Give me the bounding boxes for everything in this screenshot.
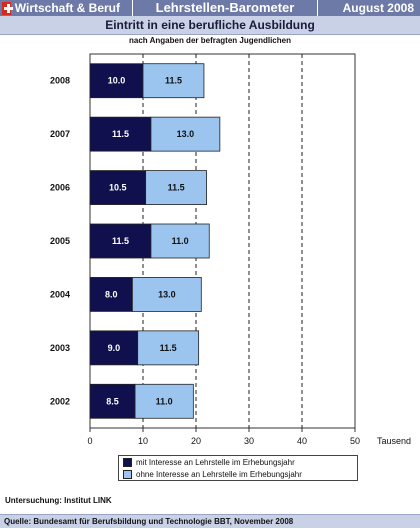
data-label: 11.5 <box>168 183 185 193</box>
legend: mit Interesse an Lehrstelle im Erhebungs… <box>118 455 358 481</box>
bar-segment <box>131 277 202 312</box>
header-bar: Wirtschaft & Beruf Lehrstellen-Barometer… <box>0 0 420 16</box>
legend-item-with-interest: mit Interesse an Lehrstelle im Erhebungs… <box>119 456 357 468</box>
x-tick-label: 30 <box>244 436 254 446</box>
data-label: 11.0 <box>172 236 189 246</box>
x-axis-unit: Tausend <box>377 436 411 446</box>
x-tick-label: 0 <box>87 436 92 446</box>
legend-swatch-with-interest <box>123 457 132 467</box>
x-tick-label: 50 <box>350 436 360 446</box>
data-label: 11.5 <box>112 236 129 246</box>
source-footer: Quelle: Bundesamt für Berufsbildung und … <box>0 514 420 528</box>
bar-segment <box>89 63 144 99</box>
bar-segment <box>89 330 139 366</box>
data-label: 8.0 <box>105 289 118 299</box>
legend-swatch-without-interest <box>123 469 132 479</box>
category-label: 2007 <box>50 129 70 139</box>
bar-segment <box>150 116 221 152</box>
data-label: 11.0 <box>156 396 173 406</box>
category-label: 2008 <box>50 76 70 86</box>
bar-segment <box>134 383 194 419</box>
data-label: 11.5 <box>160 343 177 353</box>
bar-segment <box>89 277 133 312</box>
category-label: 2006 <box>50 183 70 193</box>
data-label: 11.5 <box>165 76 182 86</box>
x-tick-label: 20 <box>191 436 201 446</box>
bar-segment <box>89 116 152 152</box>
bar-segment <box>150 223 210 259</box>
bar-segment <box>137 330 200 366</box>
bar-segment <box>89 383 136 419</box>
brand: Wirtschaft & Beruf <box>0 0 120 16</box>
data-label: 13.0 <box>158 289 176 299</box>
header-date: August 2008 <box>342 1 414 15</box>
category-label: 2003 <box>50 343 70 353</box>
bar-chart: 0 10 20 30 40 50 Tausend 2008 10.0 11.5 2007 11.5 13… <box>50 53 411 446</box>
data-label: 10.5 <box>109 183 127 193</box>
legend-label-without-interest: ohne Interesse an Lehrstelle im Erhebung… <box>136 469 302 479</box>
survey-note: Untersuchung: Institut LINK <box>5 496 112 505</box>
swiss-flag-icon <box>2 1 13 15</box>
legend-item-without-interest: ohne Interesse an Lehrstelle im Erhebung… <box>119 468 357 480</box>
data-label: 10.0 <box>108 76 126 86</box>
data-label: 13.0 <box>177 129 195 139</box>
page-title: Lehrstellen-Barometer <box>132 0 318 16</box>
brand-label: Wirtschaft & Beruf <box>14 1 120 15</box>
legend-label-with-interest: mit Interesse an Lehrstelle im Erhebungs… <box>136 457 295 467</box>
bar-segment <box>89 223 152 259</box>
x-tick-label: 40 <box>297 436 307 446</box>
bar-segment <box>145 170 207 205</box>
category-label: 2002 <box>50 396 70 406</box>
category-label: 2004 <box>50 289 70 299</box>
bar-segment <box>142 63 205 99</box>
data-label: 8.5 <box>106 396 119 406</box>
chart-subtitle: nach Angaben der befragten Jugendlichen <box>129 36 291 45</box>
data-label: 11.5 <box>112 129 129 139</box>
data-label: 9.0 <box>108 343 121 353</box>
x-tick-label: 10 <box>138 436 148 446</box>
chart-title: Eintritt in eine berufliche Ausbildung <box>0 16 420 35</box>
category-label: 2005 <box>50 236 70 246</box>
